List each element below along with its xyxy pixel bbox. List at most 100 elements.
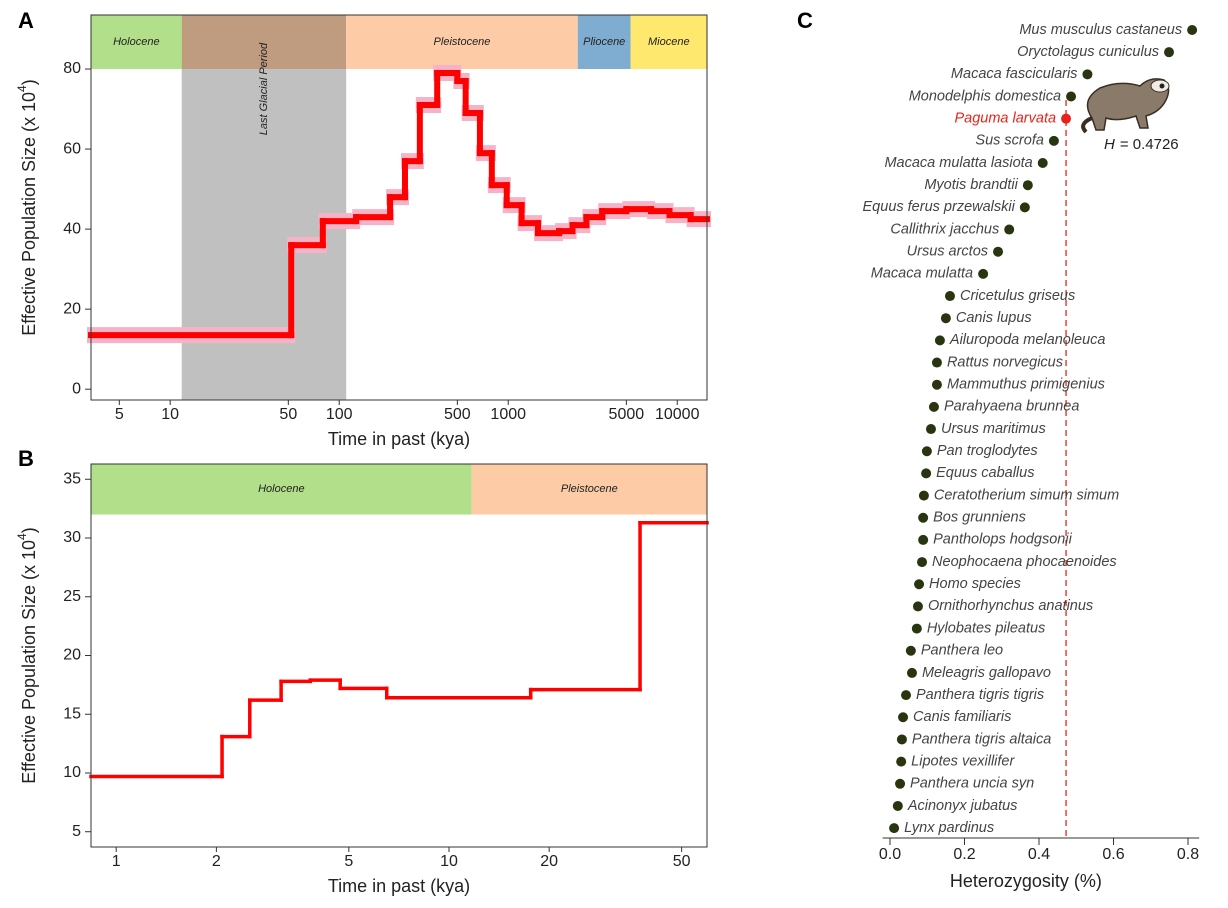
species-label: Lynx pardinus xyxy=(904,820,994,836)
x-tick-label: 10000 xyxy=(655,406,700,423)
reference-value: = 0.4726 xyxy=(1120,136,1179,153)
plot-frame xyxy=(90,463,708,848)
epoch-band xyxy=(630,15,707,70)
point xyxy=(889,823,900,834)
x-tick-label: 5 xyxy=(344,853,353,870)
point xyxy=(914,579,925,590)
species-label: Macaca mulatta lasiota xyxy=(884,155,1032,171)
y-tick-label: 25 xyxy=(63,588,81,605)
point xyxy=(931,379,942,390)
x-tick-label: 10 xyxy=(161,406,179,423)
point xyxy=(921,468,932,479)
glacial-shade xyxy=(181,69,347,400)
reference-symbol: H xyxy=(1104,136,1115,153)
x-tick-label: 500 xyxy=(444,406,471,423)
panel-letter: B xyxy=(18,446,34,471)
species-label: Ursus maritimus xyxy=(941,421,1046,437)
point xyxy=(918,534,929,545)
point xyxy=(928,401,939,412)
plot-frame xyxy=(90,14,708,401)
species-label: Panthera tigris tigris xyxy=(916,687,1044,703)
y-tick-label: 5 xyxy=(72,823,81,840)
species-label: Pan troglodytes xyxy=(937,443,1038,459)
point xyxy=(925,424,936,435)
species-label: Equus ferus przewalskii xyxy=(863,199,1016,215)
x-tick-label: 1000 xyxy=(490,406,526,423)
y-axis-label: Effective Population Size (x 104) xyxy=(15,79,39,336)
point xyxy=(918,512,929,523)
panel-letter: A xyxy=(18,8,34,33)
point xyxy=(1022,180,1033,191)
point xyxy=(944,291,955,302)
x-tick-label: 0.6 xyxy=(1102,846,1124,863)
point xyxy=(892,800,903,811)
species-label: Parahyaena brunnea xyxy=(944,399,1079,415)
y-tick-label: 40 xyxy=(63,220,81,237)
x-tick-label: 2 xyxy=(212,853,221,870)
species-label: Ursus arctos xyxy=(907,244,988,260)
animal-illustration xyxy=(1081,78,1170,134)
x-tick-label: 50 xyxy=(279,406,297,423)
epoch-band xyxy=(91,15,182,70)
y-axis-label-exponent: 4 xyxy=(15,533,29,540)
species-label: Panthera tigris altaica xyxy=(912,731,1051,747)
species-label: Equus caballus xyxy=(936,465,1034,481)
y-tick-label: 30 xyxy=(63,529,81,546)
x-tick-label: 0.2 xyxy=(953,846,975,863)
x-tick-label: 50 xyxy=(673,853,691,870)
species-label: Mammuthus primigenius xyxy=(947,377,1105,393)
species-label: Homo species xyxy=(929,576,1021,592)
y-axis-label-end: ) xyxy=(19,79,39,85)
epoch-label: Holocene xyxy=(113,36,159,48)
species-label: Sus scrofa xyxy=(975,133,1044,149)
point xyxy=(993,246,1004,257)
y-tick-label: 0 xyxy=(72,380,81,397)
y-axis-label-text: Effective Population Size (x 10 xyxy=(19,92,39,336)
point xyxy=(940,313,951,324)
y-tick-label: 10 xyxy=(63,764,81,781)
species-label: Bos grunniens xyxy=(933,510,1026,526)
point xyxy=(931,357,942,368)
y-tick-label: 35 xyxy=(63,470,81,487)
y-axis-label: Effective Population Size (x 104) xyxy=(15,527,39,784)
point xyxy=(918,490,929,501)
point xyxy=(896,734,907,745)
point xyxy=(912,601,923,612)
epoch-label: Holocene xyxy=(258,483,304,495)
species-label: Ornithorhynchus anatinus xyxy=(928,598,1093,614)
point xyxy=(1082,69,1093,80)
reference-label: H = 0.4726 xyxy=(1104,136,1179,153)
species-label: Meleagris gallopavo xyxy=(922,665,1051,681)
species-label: Mus musculus castaneus xyxy=(1019,22,1182,38)
x-tick-label: 0.8 xyxy=(1177,846,1199,863)
x-tick-label: 1 xyxy=(112,853,121,870)
epoch-band xyxy=(346,15,578,70)
epoch-band xyxy=(471,464,707,515)
point xyxy=(901,690,912,701)
epoch-label: Pliocene xyxy=(583,36,625,48)
point xyxy=(1048,135,1059,146)
y-axis-label-end: ) xyxy=(19,527,39,533)
x-tick-label: 10 xyxy=(440,853,458,870)
species-label: Rattus norvegicus xyxy=(947,354,1063,370)
species-label: Cricetulus griseus xyxy=(960,288,1075,304)
x-tick-label: 0.4 xyxy=(1028,846,1050,863)
species-label: Canis familiaris xyxy=(913,709,1011,725)
species-label: Lipotes vexillifer xyxy=(911,753,1015,769)
epoch-label: Pleistocene xyxy=(561,483,618,495)
x-tick-label: 0.0 xyxy=(879,846,901,863)
species-label: Panthera leo xyxy=(921,643,1003,659)
species-label: Pantholops hodgsonii xyxy=(933,532,1072,548)
y-tick-label: 20 xyxy=(63,300,81,317)
y-tick-label: 60 xyxy=(63,140,81,157)
x-tick-label: 100 xyxy=(326,406,353,423)
point xyxy=(1066,91,1077,102)
point xyxy=(905,645,916,656)
y-tick-label: 15 xyxy=(63,705,81,722)
point xyxy=(934,335,945,346)
epoch-label: Miocene xyxy=(648,36,690,48)
point xyxy=(1019,202,1030,213)
species-label: Ailuropoda melanoleuca xyxy=(949,332,1106,348)
epoch-label: Last Glacial Period xyxy=(258,42,270,135)
point xyxy=(1187,25,1198,35)
